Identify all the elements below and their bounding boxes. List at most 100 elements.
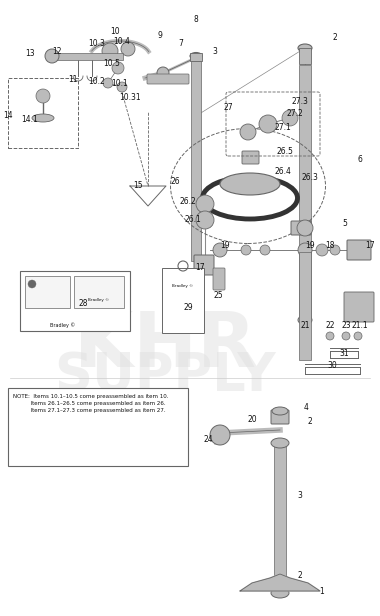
- Bar: [8, 388, 188, 466]
- Text: 4: 4: [304, 402, 309, 411]
- Text: 10.2: 10.2: [89, 76, 105, 86]
- Bar: [190, 53, 202, 61]
- Circle shape: [102, 43, 118, 59]
- FancyBboxPatch shape: [344, 292, 374, 322]
- Bar: [20, 271, 130, 331]
- Text: 27.1: 27.1: [275, 123, 291, 131]
- Circle shape: [196, 211, 214, 229]
- Polygon shape: [240, 574, 320, 591]
- Text: 5: 5: [342, 219, 347, 229]
- Circle shape: [45, 49, 59, 63]
- Bar: [55, 53, 123, 60]
- Text: 14: 14: [3, 111, 13, 121]
- Text: 23: 23: [341, 322, 351, 331]
- Text: 10: 10: [110, 26, 120, 36]
- Text: 26.5: 26.5: [277, 147, 293, 155]
- Bar: [25, 276, 70, 308]
- Circle shape: [121, 42, 135, 56]
- Circle shape: [117, 82, 127, 92]
- Text: 3: 3: [298, 492, 302, 500]
- Text: 9: 9: [158, 31, 162, 41]
- Text: 26.4: 26.4: [275, 166, 291, 176]
- Circle shape: [112, 62, 124, 74]
- Text: 7: 7: [179, 39, 184, 49]
- Circle shape: [316, 244, 328, 256]
- Circle shape: [298, 243, 312, 257]
- Circle shape: [213, 243, 227, 257]
- Text: 3: 3: [212, 46, 217, 55]
- Circle shape: [36, 89, 50, 103]
- Circle shape: [210, 425, 230, 445]
- Circle shape: [196, 195, 214, 213]
- Text: 21: 21: [300, 322, 310, 331]
- Circle shape: [297, 220, 313, 236]
- FancyBboxPatch shape: [347, 240, 371, 260]
- Text: 31: 31: [339, 349, 349, 359]
- Text: 6: 6: [358, 155, 363, 164]
- Bar: [162, 268, 204, 333]
- Text: Bradley ©: Bradley ©: [89, 298, 109, 302]
- Text: 21.1: 21.1: [352, 322, 368, 331]
- FancyBboxPatch shape: [213, 268, 225, 290]
- Text: 10.4: 10.4: [114, 38, 130, 46]
- Text: 1: 1: [320, 586, 325, 596]
- Text: 26: 26: [170, 177, 180, 185]
- Text: KHR: KHR: [74, 309, 256, 383]
- Circle shape: [28, 280, 36, 288]
- Ellipse shape: [298, 44, 312, 52]
- Text: 27: 27: [223, 103, 233, 113]
- FancyBboxPatch shape: [147, 74, 189, 84]
- Text: 29: 29: [183, 302, 193, 312]
- Text: 20: 20: [247, 416, 257, 424]
- Text: 26.1: 26.1: [185, 216, 201, 224]
- Text: SUPPLY: SUPPLY: [54, 350, 276, 402]
- Ellipse shape: [32, 114, 54, 122]
- Text: 8: 8: [194, 15, 198, 25]
- Ellipse shape: [272, 407, 288, 415]
- Circle shape: [157, 67, 169, 79]
- Circle shape: [260, 245, 270, 255]
- Text: 25: 25: [213, 291, 223, 301]
- Text: 2: 2: [298, 572, 302, 580]
- Text: 17: 17: [195, 264, 205, 272]
- Text: 26.2: 26.2: [180, 197, 196, 206]
- Ellipse shape: [271, 438, 289, 448]
- Circle shape: [342, 332, 350, 340]
- FancyBboxPatch shape: [271, 410, 289, 424]
- Text: Bradley ©: Bradley ©: [51, 322, 76, 328]
- Bar: [299, 65, 311, 320]
- Circle shape: [326, 332, 334, 340]
- FancyBboxPatch shape: [291, 221, 311, 235]
- Text: 10.31: 10.31: [119, 94, 141, 102]
- Bar: [299, 252, 311, 360]
- Circle shape: [354, 332, 362, 340]
- Circle shape: [240, 124, 256, 140]
- Text: 19: 19: [220, 241, 230, 251]
- Circle shape: [103, 78, 113, 88]
- Text: NOTE:  Items 10.1–10.5 come preassembled as item 10.
          Items 26.1–26.5 c: NOTE: Items 10.1–10.5 come preassembled …: [13, 394, 168, 413]
- Text: 24: 24: [203, 434, 213, 444]
- Text: 28: 28: [78, 299, 88, 309]
- Text: 18: 18: [325, 241, 335, 251]
- Text: 30: 30: [327, 362, 337, 370]
- Text: 27.3: 27.3: [291, 97, 309, 105]
- Circle shape: [330, 245, 340, 255]
- Ellipse shape: [271, 588, 289, 598]
- Text: 22: 22: [325, 322, 335, 331]
- Bar: [74, 276, 124, 308]
- Text: 14.1: 14.1: [22, 115, 38, 123]
- Bar: [274, 446, 286, 596]
- Bar: [191, 61, 201, 261]
- Circle shape: [241, 245, 251, 255]
- FancyBboxPatch shape: [194, 255, 214, 275]
- Text: Bradley ©: Bradley ©: [173, 284, 194, 288]
- Circle shape: [259, 115, 277, 133]
- Bar: [8, 78, 78, 148]
- Text: 12: 12: [52, 46, 62, 55]
- Text: 2: 2: [308, 416, 312, 426]
- Text: 10.1: 10.1: [112, 79, 128, 89]
- Text: 10.3: 10.3: [89, 39, 105, 49]
- Text: 26.3: 26.3: [302, 174, 318, 182]
- Bar: [299, 48, 311, 64]
- Text: 13: 13: [25, 49, 35, 57]
